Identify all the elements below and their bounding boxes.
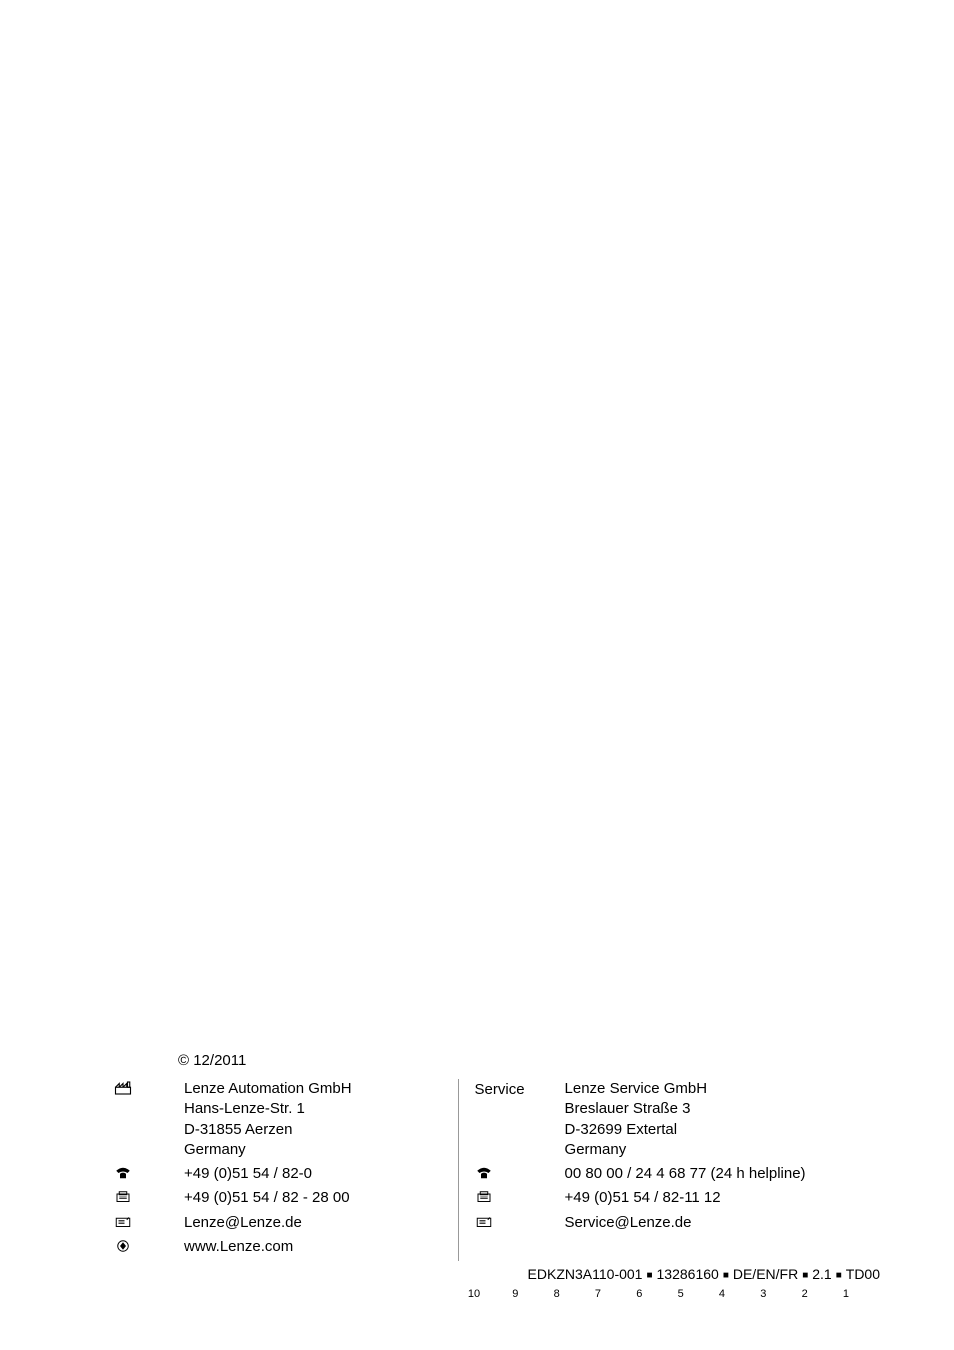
email-value: Lenze@Lenze.de bbox=[184, 1213, 458, 1233]
row-service-email: Service@Lenze.de bbox=[459, 1213, 848, 1233]
row-phone: +49 (0)51 54 / 82-0 bbox=[108, 1164, 458, 1184]
num: 9 bbox=[501, 1288, 529, 1300]
separator-dot: ■ bbox=[642, 1270, 656, 1281]
number-row: 10 9 8 7 6 5 4 3 2 1 bbox=[460, 1288, 860, 1300]
service-fax-value: +49 (0)51 54 / 82-11 12 bbox=[565, 1188, 848, 1208]
service-label: Service bbox=[459, 1079, 565, 1098]
email-icon bbox=[459, 1213, 565, 1229]
contact-columns: Lenze Automation GmbH Hans-Lenze-Str. 1 … bbox=[108, 1079, 848, 1261]
row-service-phone: 00 80 00 / 24 4 68 77 (24 h helpline) bbox=[459, 1164, 848, 1184]
email-icon bbox=[108, 1213, 184, 1229]
service-address: Lenze Service GmbH Breslauer Straße 3 D-… bbox=[565, 1079, 848, 1160]
company-address: Lenze Automation GmbH Hans-Lenze-Str. 1 … bbox=[184, 1079, 458, 1160]
doc-id-p4: 2.1 bbox=[812, 1266, 831, 1282]
num: 10 bbox=[460, 1288, 488, 1300]
num: 6 bbox=[625, 1288, 653, 1300]
company-name: Lenze Automation GmbH bbox=[184, 1079, 458, 1099]
row-web: www.Lenze.com bbox=[108, 1237, 458, 1257]
factory-icon bbox=[108, 1079, 184, 1095]
row-service-company: Service Lenze Service GmbH Breslauer Str… bbox=[459, 1079, 848, 1160]
company-city: D-31855 Aerzen bbox=[184, 1120, 458, 1140]
row-service-fax: +49 (0)51 54 / 82-11 12 bbox=[459, 1188, 848, 1208]
doc-id-p5: TD00 bbox=[846, 1266, 880, 1282]
doc-id-p1: EDKZN3A110-001 bbox=[528, 1266, 643, 1282]
fax-icon bbox=[108, 1188, 184, 1204]
separator-dot: ■ bbox=[798, 1270, 812, 1281]
company-country: Germany bbox=[184, 1140, 458, 1160]
company-street: Hans-Lenze-Str. 1 bbox=[184, 1099, 458, 1119]
num: 3 bbox=[749, 1288, 777, 1300]
num: 8 bbox=[543, 1288, 571, 1300]
num: 5 bbox=[667, 1288, 695, 1300]
row-email: Lenze@Lenze.de bbox=[108, 1213, 458, 1233]
separator-dot: ■ bbox=[719, 1270, 733, 1281]
service-email-value: Service@Lenze.de bbox=[565, 1213, 848, 1233]
service-country: Germany bbox=[565, 1140, 848, 1160]
service-city: D-32699 Extertal bbox=[565, 1120, 848, 1140]
num: 4 bbox=[708, 1288, 736, 1300]
phone-icon bbox=[459, 1164, 565, 1180]
phone-icon bbox=[108, 1164, 184, 1180]
doc-id-p2: 13286160 bbox=[657, 1266, 719, 1282]
document-id-line: EDKZN3A110-001■13286160■DE/EN/FR■2.1■TD0… bbox=[450, 1266, 880, 1282]
row-fax: +49 (0)51 54 / 82 - 28 00 bbox=[108, 1188, 458, 1208]
footer-block: © 12/2011 Lenze Automation GmbH Hans-Len… bbox=[108, 1052, 848, 1261]
row-company: Lenze Automation GmbH Hans-Lenze-Str. 1 … bbox=[108, 1079, 458, 1160]
service-street: Breslauer Straße 3 bbox=[565, 1099, 848, 1119]
page: © 12/2011 Lenze Automation GmbH Hans-Len… bbox=[0, 0, 954, 1350]
column-manufacturer: Lenze Automation GmbH Hans-Lenze-Str. 1 … bbox=[108, 1079, 458, 1261]
copyright-line: © 12/2011 bbox=[178, 1052, 848, 1069]
fax-value: +49 (0)51 54 / 82 - 28 00 bbox=[184, 1188, 458, 1208]
num: 1 bbox=[832, 1288, 860, 1300]
phone-value: +49 (0)51 54 / 82-0 bbox=[184, 1164, 458, 1184]
doc-id-p3: DE/EN/FR bbox=[733, 1266, 798, 1282]
num: 7 bbox=[584, 1288, 612, 1300]
service-phone-value: 00 80 00 / 24 4 68 77 (24 h helpline) bbox=[565, 1164, 848, 1184]
web-value: www.Lenze.com bbox=[184, 1237, 458, 1257]
column-service: Service Lenze Service GmbH Breslauer Str… bbox=[458, 1079, 848, 1261]
separator-dot: ■ bbox=[832, 1270, 846, 1281]
num: 2 bbox=[791, 1288, 819, 1300]
service-name: Lenze Service GmbH bbox=[565, 1079, 848, 1099]
fax-icon bbox=[459, 1188, 565, 1204]
globe-icon bbox=[108, 1237, 184, 1253]
